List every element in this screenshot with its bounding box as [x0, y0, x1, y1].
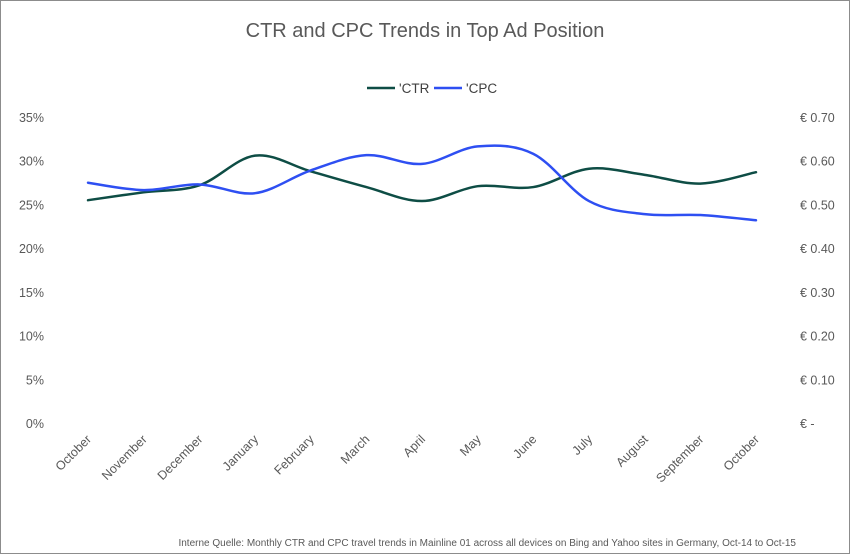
series-line-cpc	[86, 144, 758, 222]
x-tick-label: August	[613, 432, 651, 470]
y-right-tick-label: € -	[800, 417, 815, 431]
y-right-tick-label: € 0.50	[800, 198, 835, 212]
x-tick-label: July	[569, 432, 595, 458]
y-left-tick-label: 30%	[19, 155, 44, 169]
x-tick-label: November	[99, 432, 150, 483]
y-right-tick-label: € 0.20	[800, 330, 835, 344]
x-tick-label: May	[457, 432, 484, 459]
y-right-tick-label: € 0.10	[800, 373, 835, 387]
y-left-tick-label: 0%	[26, 417, 44, 431]
y-left-tick-label: 25%	[19, 198, 44, 212]
y-right-tick-label: € 0.40	[800, 242, 835, 256]
x-tick-label: October	[721, 432, 762, 473]
chart-footnote: Interne Quelle: Monthly CTR and CPC trav…	[178, 538, 796, 549]
x-tick-label: March	[338, 432, 372, 466]
y-left-tick-label: 5%	[26, 373, 44, 387]
y-left-tick-label: 20%	[19, 242, 44, 256]
y-right-tick-label: € 0.70	[800, 111, 835, 125]
chart-title: CTR and CPC Trends in Top Ad Position	[245, 20, 605, 42]
x-tick-label: February	[272, 432, 318, 478]
x-tick-label: December	[155, 432, 206, 483]
legend-label-ctr: 'CTR	[399, 81, 430, 96]
y-left-tick-label: 35%	[19, 111, 44, 125]
x-tick-label: October	[53, 432, 94, 473]
x-tick-label: June	[510, 432, 539, 461]
x-tick-label: September	[653, 432, 706, 485]
y-left-tick-label: 15%	[19, 286, 44, 300]
y-right-tick-label: € 0.60	[800, 155, 835, 169]
legend-label-cpc: 'CPC	[466, 81, 497, 96]
x-tick-label: January	[220, 432, 262, 474]
series-line-ctr	[86, 154, 758, 203]
y-right-tick-label: € 0.30	[800, 286, 835, 300]
x-tick-label: April	[401, 432, 429, 460]
y-left-tick-label: 10%	[19, 330, 44, 344]
